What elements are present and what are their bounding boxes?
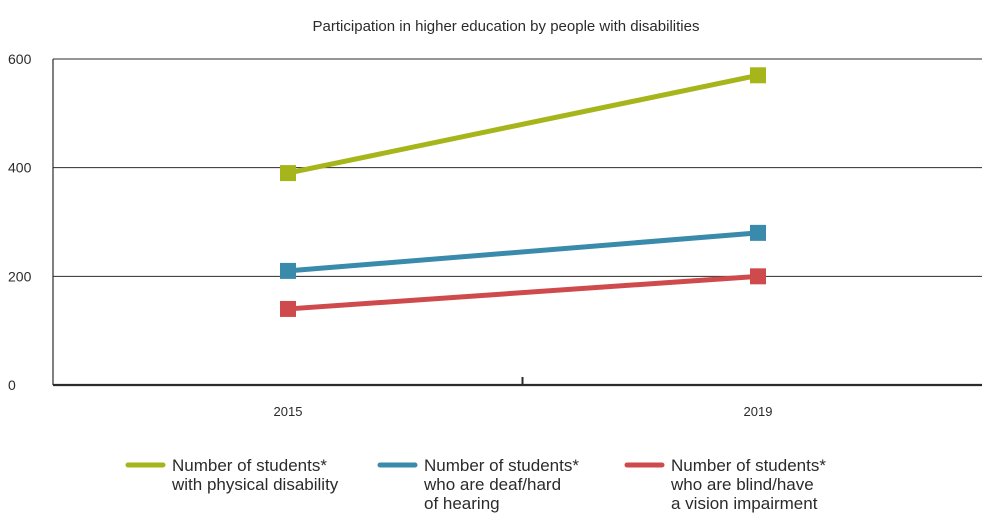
gridlines (53, 58, 982, 277)
y-tick-label: 200 (8, 268, 32, 284)
data-point-marker (280, 262, 296, 279)
data-point-marker (750, 67, 766, 84)
series-line (287, 230, 759, 274)
chart-title: Participation in higher education by peo… (313, 18, 700, 35)
legend-label-line: Number of students* (671, 456, 826, 475)
axes: 0 200 400 600 2015 2019 (8, 51, 982, 419)
data-point-marker (280, 300, 296, 317)
legend-label-line: who are deaf/hard (423, 475, 561, 494)
legend-label: Number of students* who are blind/have a v… (670, 456, 826, 513)
data-point-marker (280, 165, 296, 182)
x-tick-label: 2019 (744, 404, 773, 419)
y-tick-label: 400 (8, 160, 32, 176)
x-tick-label: 2015 (274, 404, 303, 419)
legend-label-line: a vision impairment (671, 494, 818, 513)
series-line (287, 72, 759, 176)
series-line (287, 273, 759, 312)
legend-label-line: who are blind/have (670, 475, 814, 494)
y-tick-label: 600 (8, 51, 32, 67)
legend-label-line: with physical disability (171, 475, 339, 494)
legend-label: Number of students* who are deaf/hard of h… (423, 456, 579, 513)
legend-label-line: Number of students* (424, 456, 579, 475)
legend-label-line: Number of students* (172, 456, 327, 475)
legend-label-line: of hearing (424, 494, 500, 513)
y-tick-label: 0 (8, 377, 16, 393)
data-point-marker (750, 224, 766, 241)
legend-label: Number of students* with physical disabil… (171, 456, 339, 494)
legend: Number of students* with physical disabil… (125, 456, 826, 513)
series-lines (280, 67, 766, 317)
data-point-marker (750, 268, 766, 285)
